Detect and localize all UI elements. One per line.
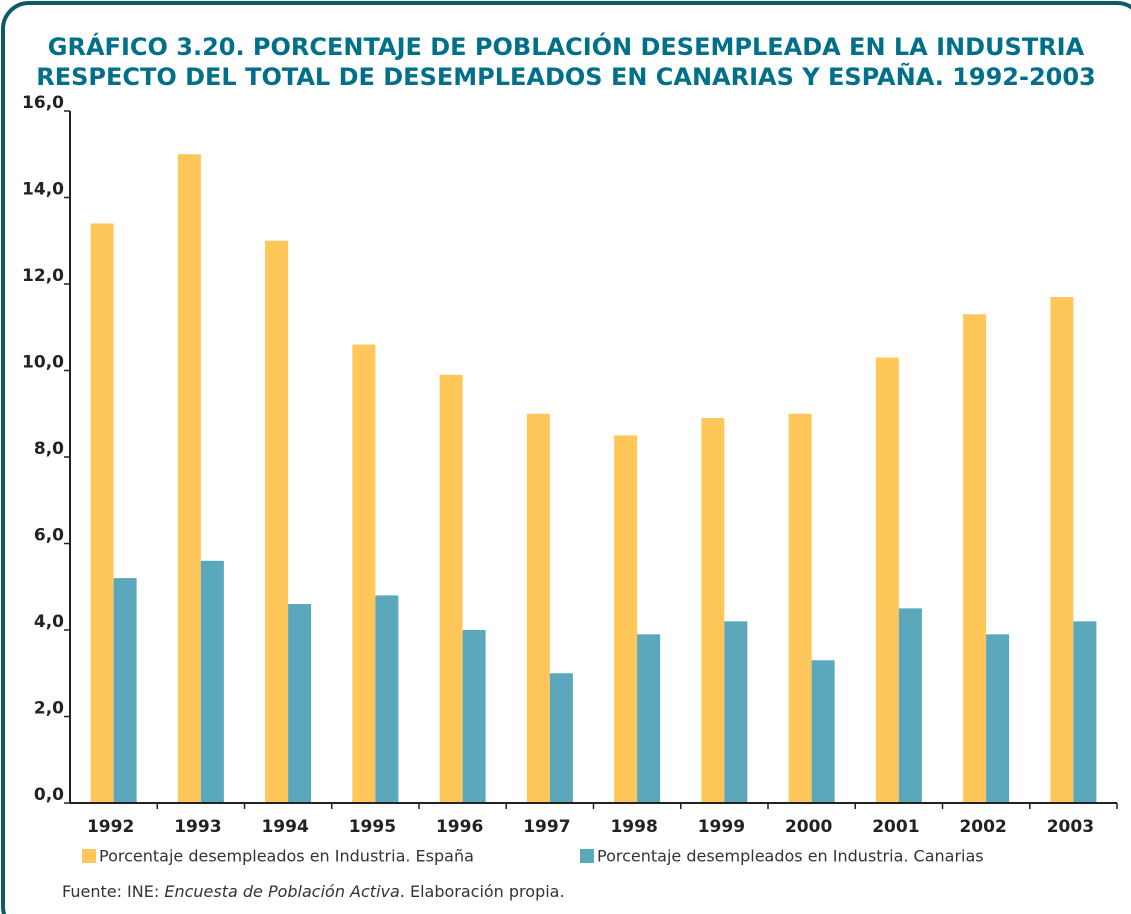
y-tick-label: 10,0	[22, 353, 64, 373]
bar	[875, 357, 899, 803]
bar	[701, 418, 725, 803]
x-tick-label: 2001	[872, 817, 919, 837]
source-text: . Elaboración propia.	[400, 882, 565, 901]
y-tick-label: 0,0	[34, 785, 64, 805]
bar	[1073, 621, 1097, 803]
bar	[462, 630, 486, 803]
bar	[811, 660, 835, 803]
x-tick-label: 1995	[349, 817, 396, 837]
bar	[614, 435, 638, 803]
bar	[724, 621, 748, 803]
bar	[986, 634, 1010, 803]
bar	[1050, 296, 1074, 803]
x-tick-label: 1998	[610, 817, 657, 837]
bar	[288, 604, 312, 803]
bar	[265, 240, 289, 803]
source-note: Fuente: INE: Encuesta de Población Activ…	[62, 882, 565, 901]
bar	[90, 223, 114, 803]
x-tick-label: 2000	[785, 817, 832, 837]
x-tick-label: 2003	[1047, 817, 1094, 837]
bar	[898, 608, 922, 803]
bar	[526, 413, 550, 803]
bar	[113, 578, 137, 803]
x-tick-label: 2002	[959, 817, 1006, 837]
bar	[788, 413, 812, 803]
source-text: Encuesta de Población Activa	[164, 882, 399, 901]
x-tick-label: 1999	[698, 817, 745, 837]
chart-title: GRÁFICO 3.20. PORCENTAJE DE POBLACIÓN DE…	[48, 31, 1085, 61]
y-tick-label: 14,0	[22, 180, 64, 200]
x-tick-label: 1993	[174, 817, 221, 837]
bar	[375, 595, 399, 803]
bar	[439, 374, 463, 803]
x-tick-label: 1994	[261, 817, 308, 837]
chart-title: RESPECTO DEL TOTAL DE DESEMPLEADOS EN CA…	[36, 62, 1096, 91]
bar	[963, 314, 987, 803]
legend-swatch	[580, 849, 594, 863]
legend-label: Porcentaje desempleados en Industria. Es…	[99, 847, 474, 866]
y-tick-label: 12,0	[22, 266, 64, 286]
x-tick-label: 1997	[523, 817, 570, 837]
bar	[549, 673, 573, 803]
bar	[200, 560, 224, 803]
source-text: Fuente: INE:	[62, 882, 164, 901]
legend-label: Porcentaje desempleados en Industria. Ca…	[597, 847, 984, 866]
y-tick-label: 2,0	[34, 699, 64, 719]
bar	[177, 154, 201, 803]
x-tick-label: 1992	[87, 817, 134, 837]
x-tick-label: 1996	[436, 817, 483, 837]
bar	[637, 634, 661, 803]
y-tick-label: 16,0	[22, 93, 64, 113]
y-tick-label: 6,0	[34, 526, 64, 546]
y-tick-label: 8,0	[34, 439, 64, 459]
legend-swatch	[82, 849, 96, 863]
bar	[352, 344, 376, 803]
y-tick-label: 4,0	[34, 612, 64, 632]
